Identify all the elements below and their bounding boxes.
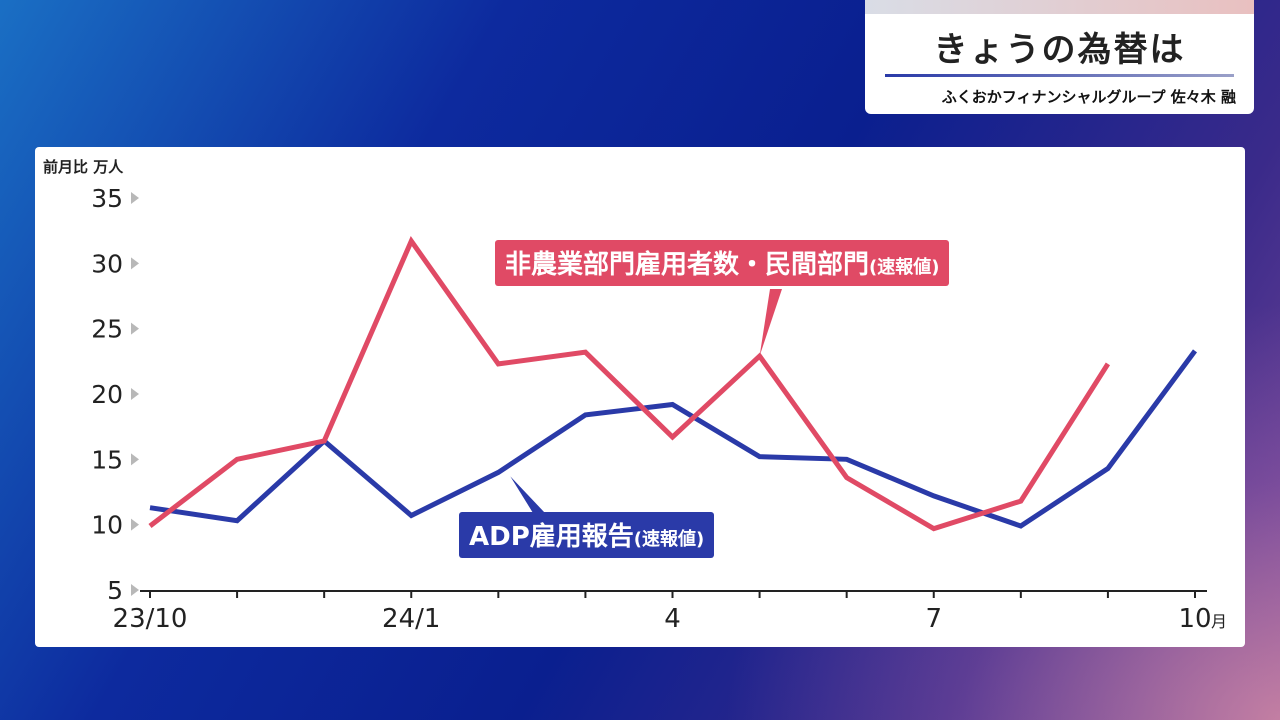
y-tick-label: 25 <box>91 315 123 344</box>
y-tick-arrow <box>131 584 139 596</box>
title-box: きょうの為替は ふくおかフィナンシャルグループ 佐々木 融 <box>865 0 1254 114</box>
title-rule <box>885 74 1234 77</box>
x-tick-label: 4 <box>664 604 681 634</box>
y-tick-label: 15 <box>91 445 123 474</box>
page-title: きょうの為替は <box>933 30 1186 70</box>
y-tick-label: 30 <box>91 249 123 278</box>
y-tick-arrow <box>131 192 139 204</box>
y-ticks: 5 10 15 20 25 30 35 <box>91 184 139 605</box>
x-unit-label: 月 <box>1211 612 1227 631</box>
x-tick-label: 24/1 <box>382 604 440 634</box>
y-tick-label: 35 <box>91 184 123 213</box>
series-lines <box>148 236 1198 532</box>
series-label-adp-name: ADP雇用報告 <box>469 522 634 552</box>
x-tick-label: 23/10 <box>113 604 188 634</box>
y-tick-arrow <box>131 257 139 270</box>
x-tick-label: 7 <box>925 604 942 634</box>
y-tick-arrow <box>131 518 139 531</box>
series-label-adp: ADP雇用報告(速報値) <box>459 512 715 558</box>
y-tick-arrow <box>131 322 139 335</box>
series-label-nfp-suffix: (速報値) <box>869 257 940 278</box>
y-axis-label: 前月比 万人 <box>43 158 124 176</box>
series-label-adp-suffix: (速報値) <box>633 529 705 550</box>
y-tick-label: 10 <box>91 511 123 540</box>
leader-adp <box>510 476 545 513</box>
x-tick-label: 10 <box>1178 604 1211 634</box>
chart-panel: 前月比 万人 5 10 15 20 25 30 35 23/10 24/1 4 7 10 月 <box>35 147 1245 647</box>
label-leaders <box>510 289 782 513</box>
leader-nfp <box>759 289 782 357</box>
series-label-nfp-name: 非農業部門雇用者数・民間部門 <box>505 250 870 280</box>
title-topbar <box>865 0 1254 14</box>
series-line-nfp <box>148 236 1111 532</box>
y-tick-arrow <box>131 453 139 466</box>
x-axis: 23/10 24/1 4 7 10 月 <box>113 590 1227 634</box>
series-label-nfp: 非農業部門雇用者数・民間部門(速報値) <box>495 240 950 286</box>
page-subtitle: ふくおかフィナンシャルグループ 佐々木 融 <box>941 88 1236 106</box>
y-tick-label: 5 <box>107 576 123 605</box>
y-tick-arrow <box>131 388 139 400</box>
y-tick-label: 20 <box>91 380 123 409</box>
